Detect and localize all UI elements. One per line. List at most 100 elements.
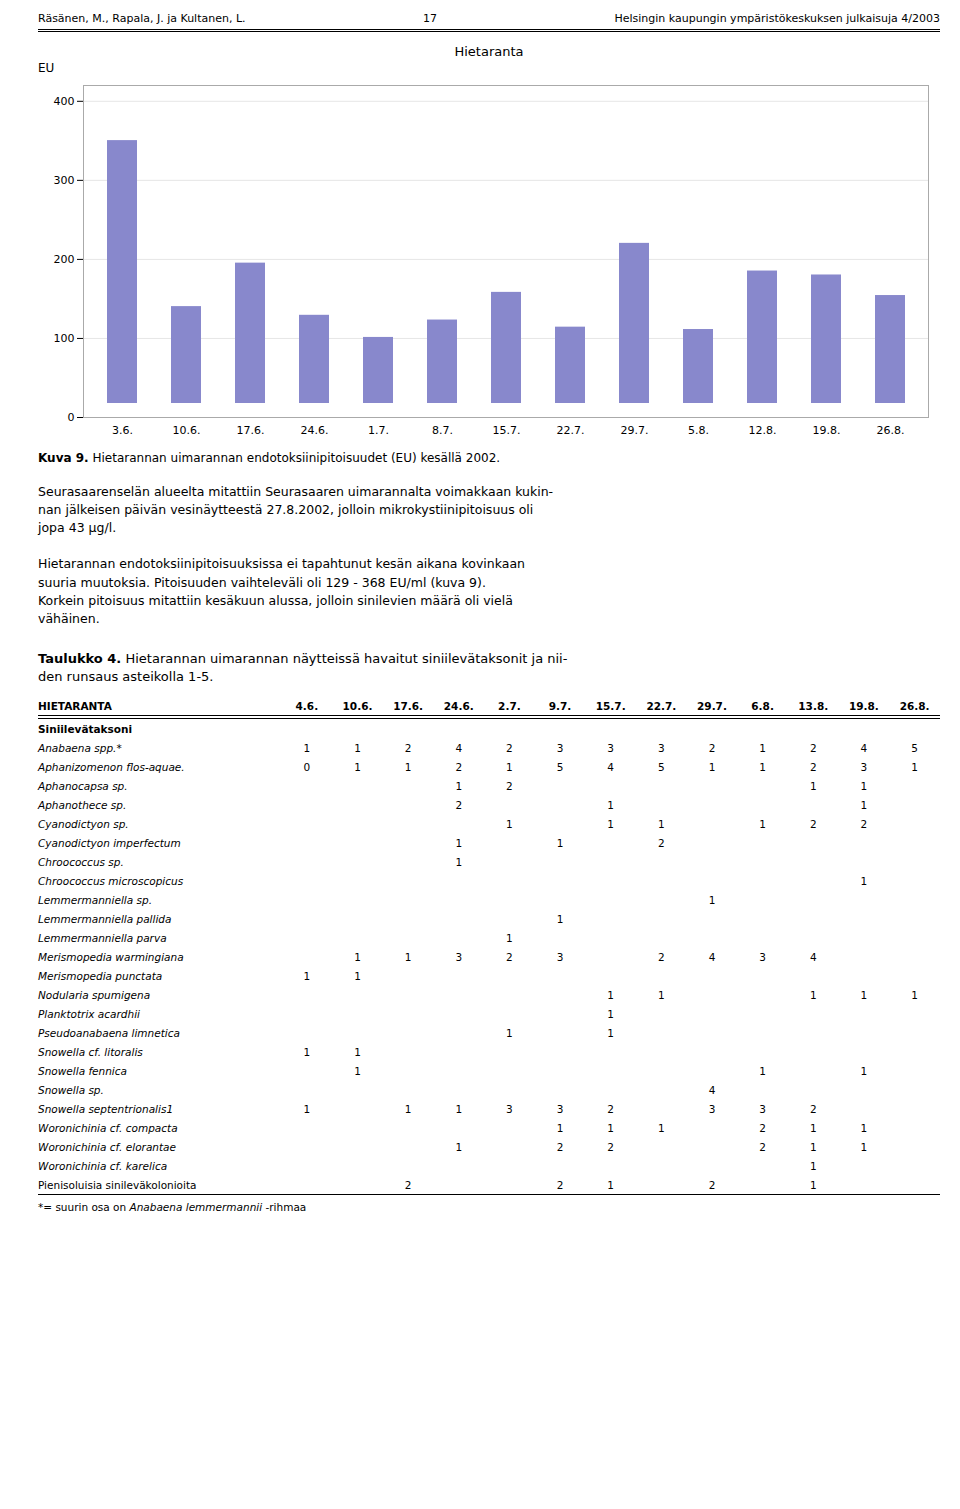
html-text:2: 2 (860, 817, 868, 830)
html-text:Lemmermanniella parva: Lemmermanniella parva (38, 931, 167, 944)
html-text:10.6.: 10.6. (342, 699, 373, 712)
html-text:1: 1 (860, 779, 868, 792)
html-text:4.6.: 4.6. (295, 699, 319, 712)
svg-text:1.7.: 1.7. (368, 424, 389, 437)
html-text:HIETARANTA: HIETARANTA (38, 699, 112, 712)
html-text:Woronichinia cf. compacta: Woronichinia cf. compacta (38, 1121, 178, 1134)
html-text:Woronichinia cf. elorantae: Woronichinia cf. elorantae (38, 1140, 176, 1153)
html-text:Merismopedia punctata: Merismopedia punctata (38, 969, 163, 982)
html-text:*= suurin osa on Anabaena lemm: *= suurin osa on Anabaena lemmermannii -… (38, 1201, 307, 1214)
html-text:1: 1 (455, 836, 463, 849)
html-text:1: 1 (455, 779, 463, 792)
html-text:Merismopedia warmingiana: Merismopedia warmingiana (38, 950, 184, 963)
html-text:Lemmermanniella pallida: Lemmermanniella pallida (38, 912, 172, 925)
html-text:Snowella fennica: Snowella fennica (38, 1064, 127, 1077)
html-text:24.6.: 24.6. (443, 699, 474, 712)
html-text:Cyanodictyon imperfectum: Cyanodictyon imperfectum (38, 836, 181, 849)
svg-text:300: 300 (54, 174, 75, 187)
html-text:EU: EU (38, 61, 55, 75)
html-text:1: 1 (455, 855, 463, 868)
html-text:15.7.: 15.7. (595, 699, 626, 712)
html-text:3: 3 (556, 950, 564, 963)
html-text:Aphanothece sp.: Aphanothece sp. (38, 798, 127, 811)
html-text:1: 1 (303, 969, 311, 982)
html-text:13.8.: 13.8. (798, 699, 829, 712)
html-text:2: 2 (455, 760, 463, 773)
html-text:Taulukko 4. Hietarannan uimara: Taulukko 4. Hietarannan uimarannan näytt… (38, 650, 568, 685)
svg-text:100: 100 (54, 332, 75, 345)
html-text:Siniilevätaksoni: Siniilevätaksoni (38, 722, 133, 735)
html-text:Hietarannan endotoksiinipitois: Hietarannan endotoksiinipitoisuuksissa e… (38, 556, 525, 626)
html-text:1: 1 (860, 874, 868, 887)
html-text:1: 1 (556, 912, 564, 925)
html-text:Woronichinia cf. karelica: Woronichinia cf. karelica (38, 1159, 168, 1172)
html-text:1: 1 (556, 836, 564, 849)
html-text:Cyanodictyon sp.: Cyanodictyon sp. (38, 817, 129, 830)
html-text:1: 1 (404, 760, 412, 773)
html-text:1: 1 (404, 950, 412, 963)
html-text:Pienisoluisia sinileväkolonioi: Pienisoluisia sinileväkolonioita (38, 1178, 197, 1191)
svg-text:10.6.: 10.6. (173, 424, 201, 437)
html-text:2: 2 (455, 798, 463, 811)
html-text:29.7.: 29.7. (697, 699, 727, 712)
html-text:6.8.: 6.8. (751, 699, 774, 712)
html-text:Nodularia spumigena: Nodularia spumigena (38, 988, 151, 1001)
html-text:Anabaena spp.*: Anabaena spp.* (38, 741, 122, 754)
html-text:Pseudoanabaena limnetica: Pseudoanabaena limnetica (38, 1026, 180, 1039)
html-text:2: 2 (809, 760, 817, 773)
html-text:Lemmermanniella sp.: Lemmermanniella sp. (38, 893, 152, 906)
html-text:19.8.: 19.8. (848, 699, 879, 712)
svg-text:15.7.: 15.7. (493, 424, 521, 437)
html-text:Seurasaarenselän alueelta mita: Seurasaarenselän alueelta mitattiin Seur… (38, 484, 554, 536)
html-text:2: 2 (809, 817, 817, 830)
html-text:3: 3 (455, 950, 463, 963)
html-text:4: 4 (809, 950, 817, 963)
svg-text:22.7.: 22.7. (557, 424, 585, 437)
svg-text:19.8.: 19.8. (813, 424, 841, 437)
html-text:Räsänen, M., Rapala, J. ja Kul: Räsänen, M., Rapala, J. ja Kultanen, L. (38, 12, 246, 25)
svg-text:200: 200 (54, 253, 75, 266)
html-text:4: 4 (860, 741, 868, 754)
html-text:3: 3 (860, 760, 868, 773)
html-text:22.7.: 22.7. (646, 699, 677, 712)
html-text:Aphanizomenon flos-aquae.: Aphanizomenon flos-aquae. (38, 760, 185, 773)
html-text:Snowella cf. litoralis: Snowella cf. litoralis (38, 1045, 143, 1058)
html-text:2.7.: 2.7. (498, 699, 521, 712)
svg-text:3.6.: 3.6. (112, 424, 133, 437)
html-text:5: 5 (556, 760, 564, 773)
html-text:Snowella septentrionalis1: Snowella septentrionalis1 (38, 1102, 174, 1115)
html-text:17.6.: 17.6. (393, 699, 424, 712)
html-text:26.8.: 26.8. (899, 699, 930, 712)
svg-text:26.8.: 26.8. (877, 424, 905, 437)
html-text:Planktotrix acardhii: Planktotrix acardhii (38, 1007, 140, 1020)
svg-text:8.7.: 8.7. (432, 424, 453, 437)
html-text:0: 0 (303, 760, 311, 773)
svg-text:0: 0 (68, 411, 75, 424)
html-text:2: 2 (809, 741, 817, 754)
html-text:Helsingin kaupungin ympäristök: Helsingin kaupungin ympäristökeskuksen j… (614, 12, 940, 25)
html-text:1: 1 (860, 798, 868, 811)
html-text:4: 4 (708, 950, 716, 963)
html-text:4: 4 (455, 741, 463, 754)
svg-text:400: 400 (54, 95, 75, 108)
html-text:9.7.: 9.7. (548, 699, 572, 712)
html-text:1: 1 (708, 760, 716, 773)
svg-text:12.8.: 12.8. (749, 424, 777, 437)
html-text:Kuva 9. Hietarannan uimarannan: Kuva 9. Hietarannan uimarannan endotoksi… (38, 451, 501, 465)
html-text:Aphanocapsa sp.: Aphanocapsa sp. (38, 779, 128, 792)
html-text:Hietaranta: Hietaranta (454, 44, 524, 59)
svg-text:29.7.: 29.7. (621, 424, 649, 437)
svg-text:17.6.: 17.6. (237, 424, 265, 437)
html-text:Chroococcus sp.: Chroococcus sp. (38, 855, 124, 868)
html-text:1: 1 (708, 893, 716, 906)
html-text:2: 2 (708, 741, 716, 754)
html-text:2: 2 (404, 741, 412, 754)
svg-text:24.6.: 24.6. (301, 424, 329, 437)
svg-text:5.8.: 5.8. (688, 424, 709, 437)
html-text:3: 3 (556, 741, 564, 754)
html-text:Chroococcus microscopicus: Chroococcus microscopicus (38, 874, 184, 887)
html-text:Snowella sp.: Snowella sp. (38, 1083, 104, 1096)
html-text:17: 17 (423, 12, 437, 25)
html-text:1: 1 (809, 779, 817, 792)
html-text:1: 1 (303, 741, 311, 754)
